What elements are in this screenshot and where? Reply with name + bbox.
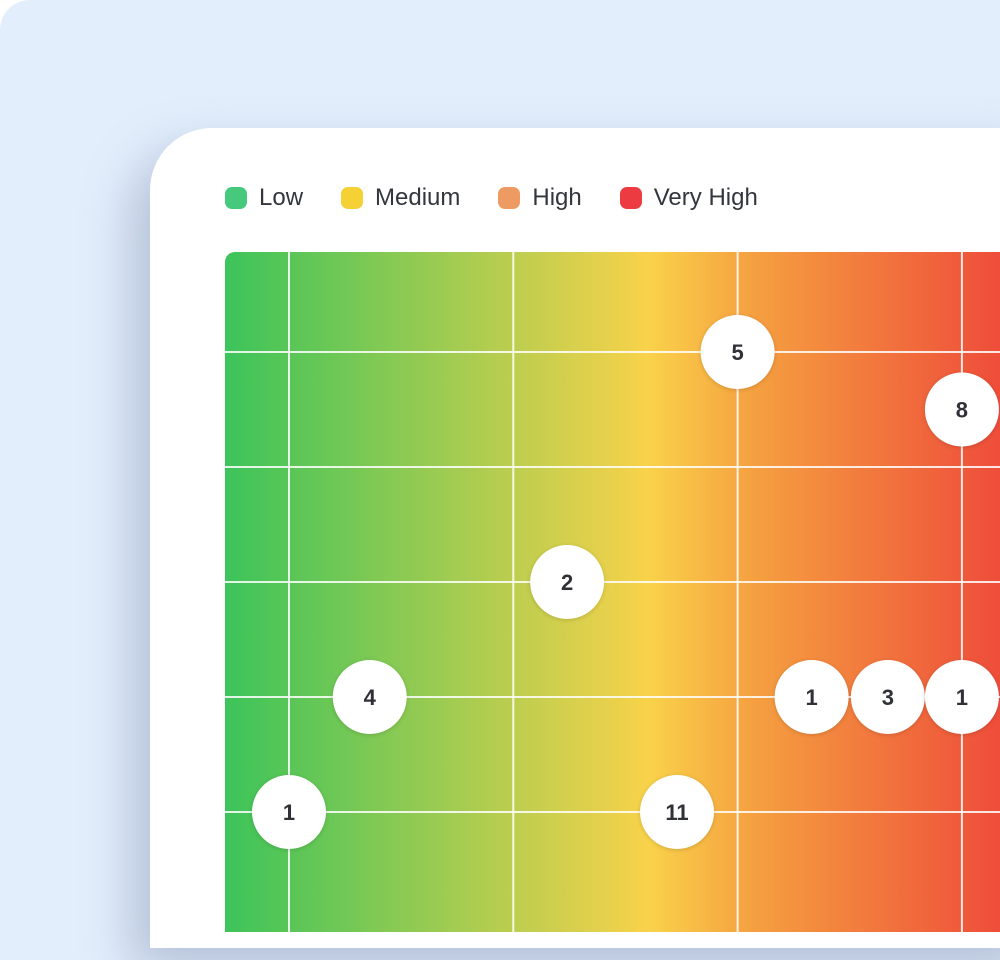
risk-bubble-count: 1 — [805, 685, 817, 710]
risk-bubble[interactable] — [332, 660, 407, 734]
risk-bubble-count: 4 — [364, 685, 377, 710]
risk-bubble[interactable] — [530, 545, 605, 619]
legend-item-medium: Medium — [341, 184, 460, 212]
legend-label: High — [532, 184, 582, 211]
risk-bubble-count: 1 — [283, 800, 295, 825]
legend-swatch-high — [498, 187, 521, 209]
risk-bubble[interactable] — [774, 660, 849, 734]
risk-bubble-count: 2 — [561, 570, 573, 595]
risk-bubble[interactable] — [700, 315, 775, 389]
risk-bubble-count: 11 — [665, 800, 688, 825]
risk-bubble[interactable] — [850, 660, 925, 734]
risk-bubble-count: 5 — [731, 340, 743, 365]
legend: Low Medium High Very High — [225, 184, 758, 212]
risk-bubble[interactable] — [252, 775, 326, 849]
legend-item-very-high: Very High — [619, 184, 758, 212]
legend-item-low: Low — [225, 184, 303, 212]
legend-swatch-very-high — [619, 187, 642, 209]
risk-bubble-count: 8 — [956, 398, 968, 423]
legend-label: Very High — [653, 184, 758, 211]
heat-gradient-background — [225, 252, 1000, 932]
risk-bubble[interactable] — [924, 372, 999, 447]
legend-swatch-medium — [341, 187, 364, 209]
legend-swatch-low — [225, 187, 247, 209]
risk-bubble-count: 3 — [882, 685, 894, 710]
legend-label: Low — [259, 184, 304, 211]
risk-bubble[interactable] — [640, 775, 715, 849]
risk-bubble[interactable] — [924, 660, 999, 734]
legend-item-high: High — [498, 184, 582, 212]
risk-bubble-count: 1 — [956, 685, 968, 710]
legend-label: Medium — [375, 184, 461, 211]
risk-matrix-plot: 5 8 2 4 1 3 1 1 11 — [225, 252, 1000, 932]
